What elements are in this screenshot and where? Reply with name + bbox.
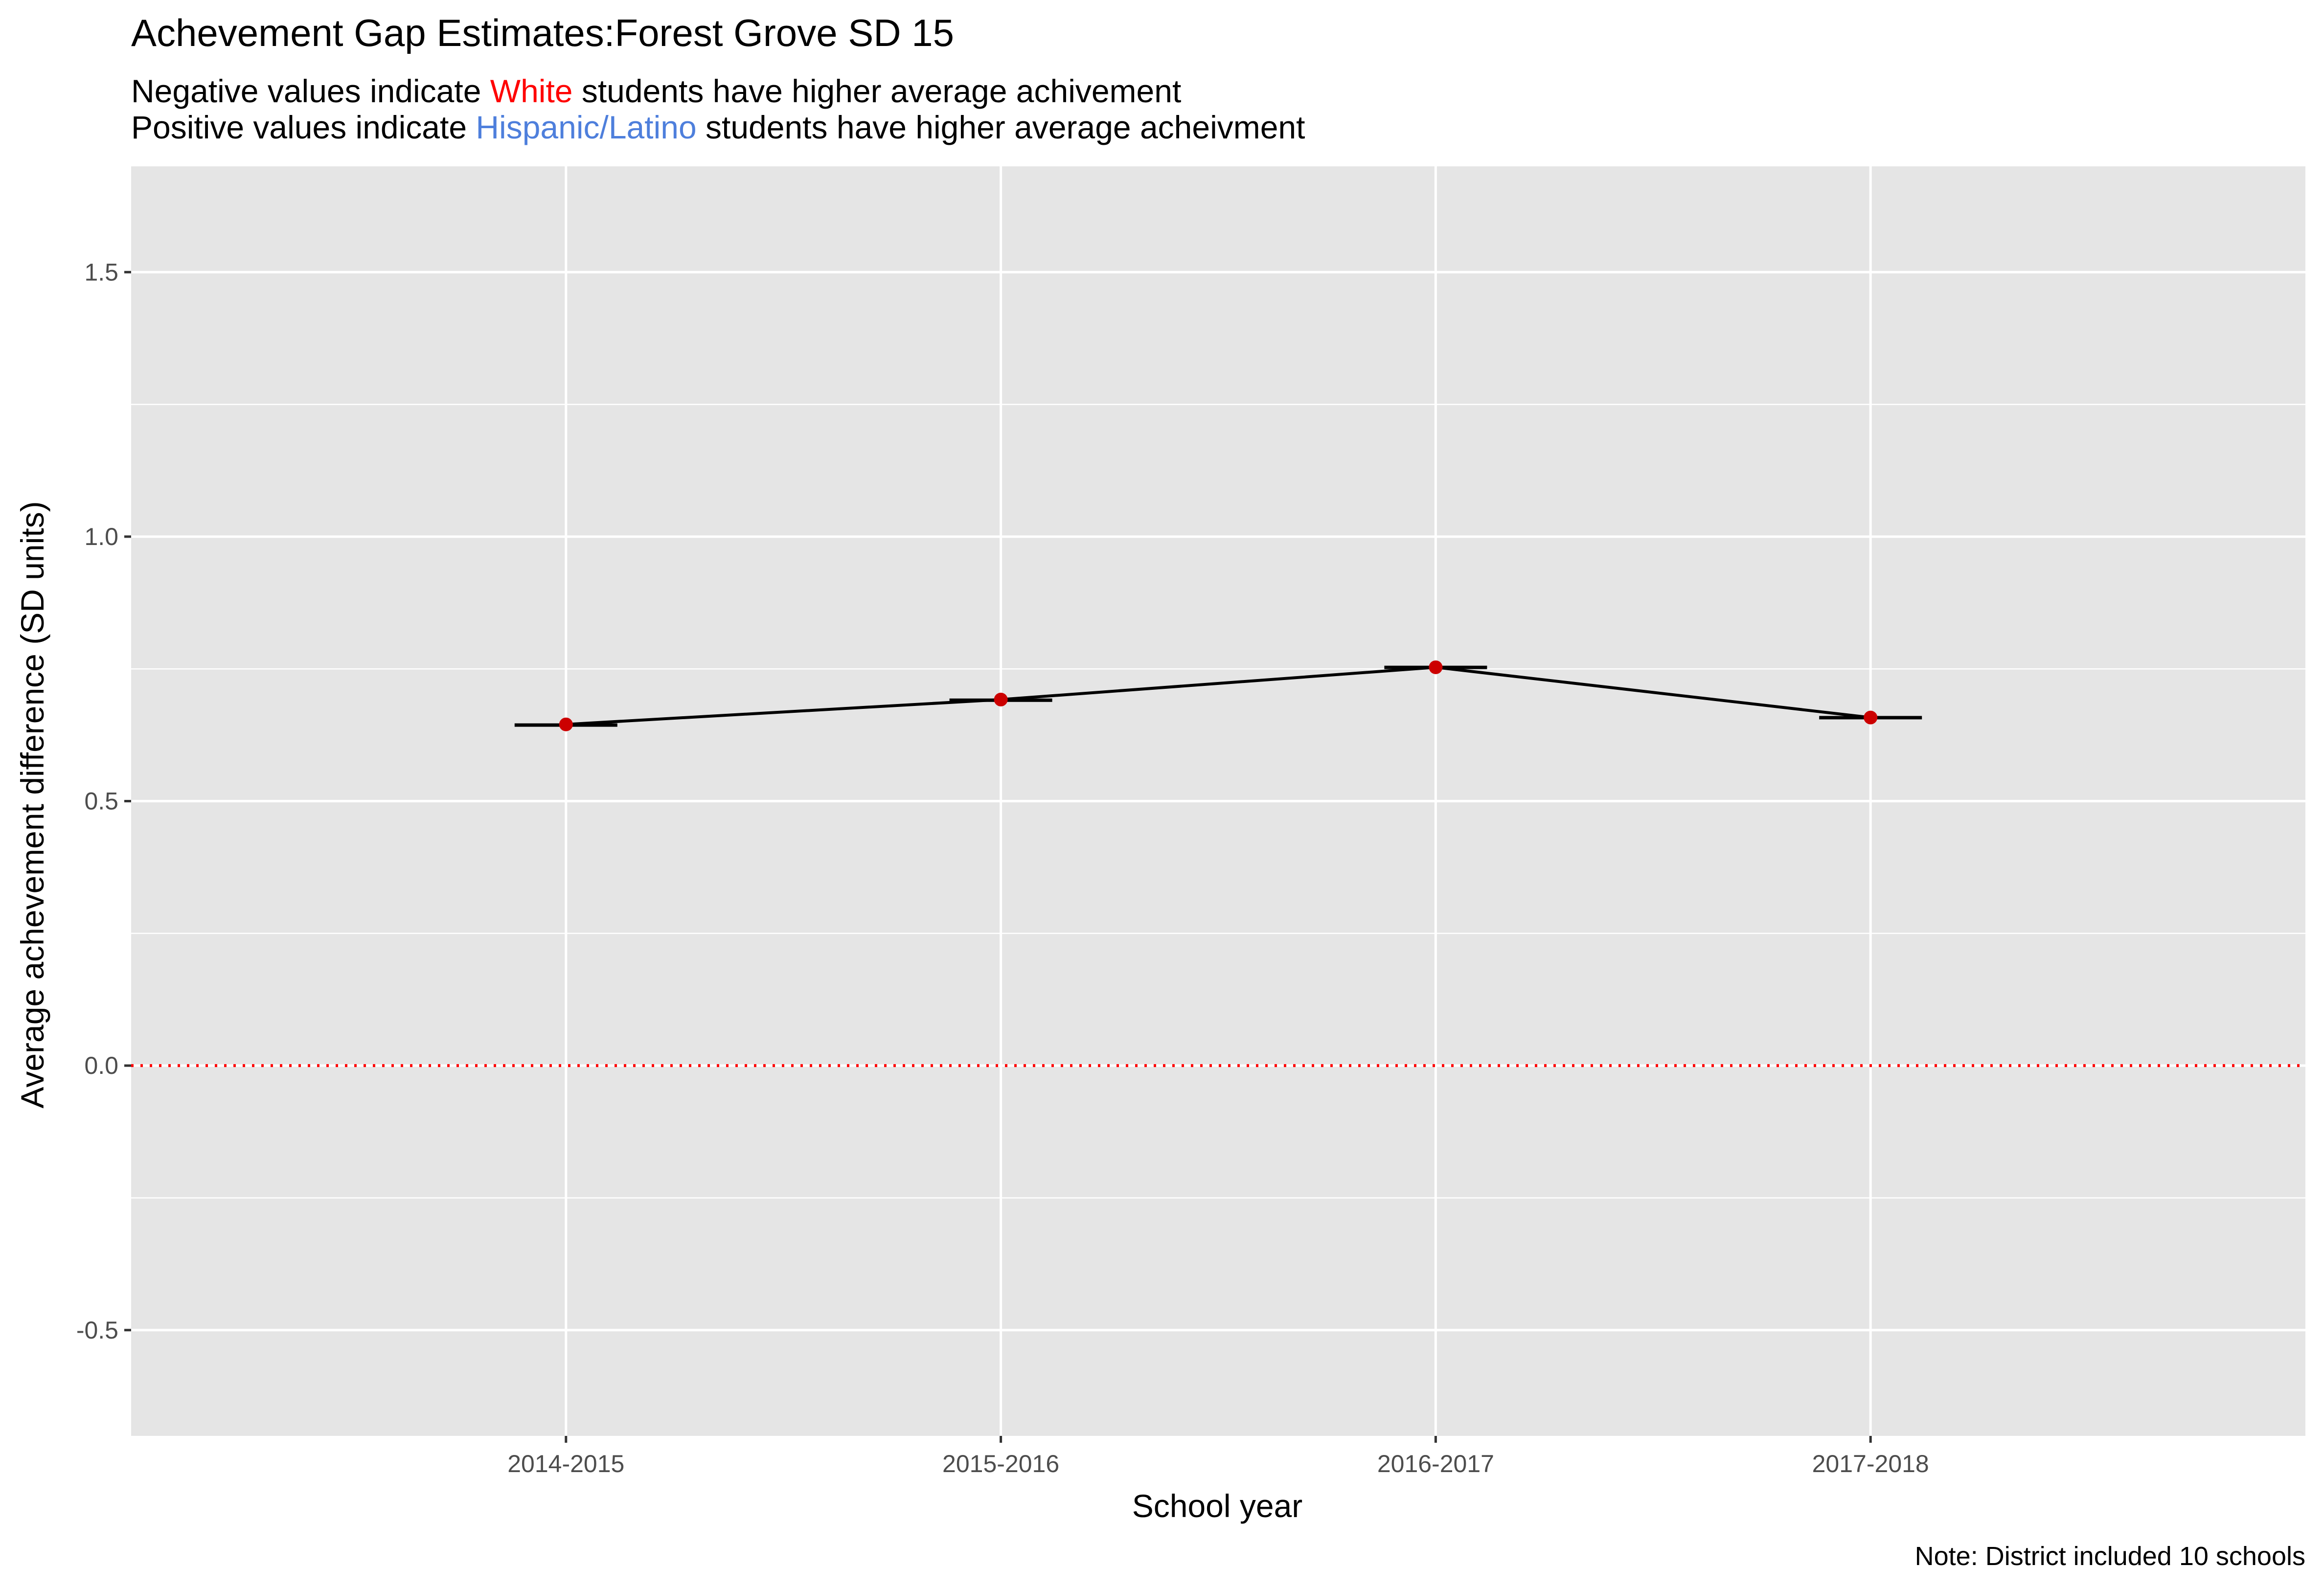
y-tick-label: 1.5 <box>84 258 118 286</box>
data-point <box>559 717 573 731</box>
subtitle-positive-suffix: students have higher average acheivment <box>696 109 1305 145</box>
series-group <box>514 660 1922 731</box>
x-axis-label: School year <box>1132 1488 1303 1524</box>
x-tick-label: 2014-2015 <box>507 1450 624 1477</box>
axes-group: -0.5 0.0 0.5 1.0 1.5 2014-2015 2015-2016 2016-2… <box>76 258 1929 1477</box>
subtitle-negative-prefix: Negative values indicate <box>131 73 490 109</box>
x-tick-label: 2015-2016 <box>942 1450 1059 1477</box>
y-tick-label: 1.0 <box>84 523 118 550</box>
x-tick-label: 2016-2017 <box>1377 1450 1494 1477</box>
achievement-gap-line <box>566 665 1871 726</box>
x-tick-label: 2017-2018 <box>1812 1450 1929 1477</box>
chart-title: Achevement Gap Estimates:Forest Grove SD… <box>131 11 955 54</box>
chart-subtitle-positive: Positive values indicate Hispanic/Latino… <box>131 109 1305 146</box>
subtitle-positive-prefix: Positive values indicate <box>131 109 476 145</box>
subtitle-white-highlight: White <box>490 73 573 109</box>
data-point <box>994 692 1008 706</box>
data-point <box>1429 660 1443 674</box>
subtitle-hispanic-highlight: Hispanic/Latino <box>476 109 697 145</box>
grid-lines <box>131 166 2305 1436</box>
chart-caption: Note: District included 10 schools <box>1914 1542 2305 1571</box>
y-tick-label: 0.0 <box>84 1052 118 1079</box>
y-tick-label: -0.5 <box>76 1317 118 1344</box>
y-tick-label: 0.5 <box>84 788 118 815</box>
chart-subtitle-negative: Negative values indicate White students … <box>131 72 1181 110</box>
data-point <box>1864 710 1878 725</box>
y-axis-label: Average achevement difference (SD units) <box>14 501 50 1109</box>
subtitle-negative-suffix: students have higher average achivement <box>572 73 1182 109</box>
